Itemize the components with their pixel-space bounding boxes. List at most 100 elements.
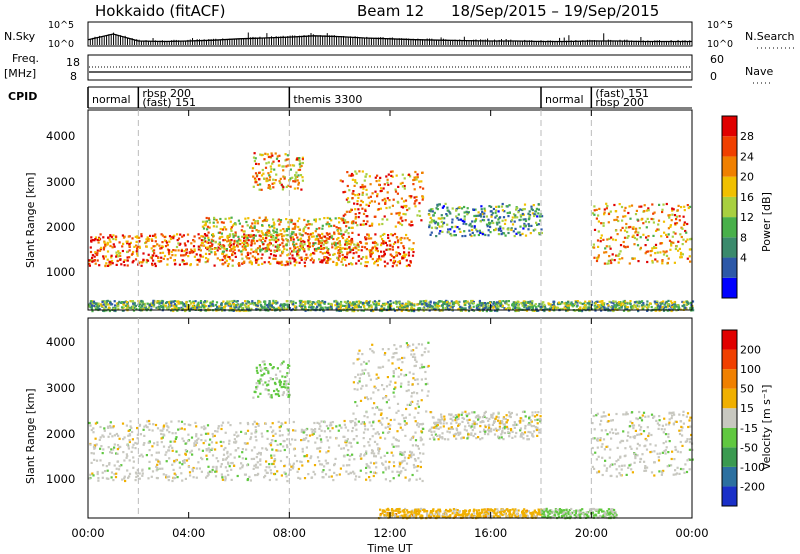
echo-cell	[607, 221, 610, 224]
power-grid	[137, 110, 592, 310]
colorbar-tick: 28	[740, 130, 754, 143]
freq-panel: Freq. [MHz] 18 8 60 0 Nave	[4, 52, 773, 84]
echo-cell	[285, 185, 288, 188]
echo-cell	[320, 420, 323, 423]
echo-cell	[430, 307, 433, 310]
echo-cell	[528, 306, 532, 309]
echo-cell	[310, 223, 313, 226]
echo-cell	[320, 301, 323, 304]
echo-cell	[441, 306, 445, 309]
echo-cell	[105, 303, 108, 307]
echo-cell	[475, 228, 478, 231]
echo-cell	[128, 249, 131, 252]
echo-cell	[277, 164, 280, 167]
echo-cell	[361, 201, 364, 204]
echo-cell	[688, 248, 691, 251]
echo-cell	[307, 302, 310, 305]
echo-cell	[446, 223, 449, 226]
echo-cell	[394, 241, 397, 244]
echo-cell	[322, 476, 325, 479]
echo-cell	[133, 302, 136, 305]
echo-cell	[671, 305, 674, 308]
echo-cell	[406, 305, 409, 308]
echo-cell	[254, 425, 257, 429]
echo-cell	[267, 155, 270, 159]
echo-cell	[570, 301, 573, 304]
echo-cell	[200, 470, 203, 473]
echo-cell	[472, 305, 475, 308]
echo-cell	[174, 254, 177, 257]
echo-cell	[410, 308, 413, 311]
echo-cell	[97, 477, 100, 480]
echo-cell	[654, 306, 657, 309]
echo-cell	[391, 170, 394, 173]
echo-cell	[256, 466, 259, 469]
echo-cell	[288, 463, 291, 466]
echo-cell	[428, 226, 431, 229]
echo-cell	[628, 205, 631, 208]
echo-cell	[404, 476, 407, 479]
echo-cell	[653, 211, 656, 214]
echo-cell	[404, 213, 407, 216]
echo-cell	[177, 249, 180, 252]
echo-cell	[154, 264, 157, 268]
echo-cell	[605, 307, 608, 310]
echo-cell	[433, 301, 436, 304]
echo-cell	[244, 305, 247, 308]
echo-cell	[666, 309, 669, 312]
echo-cell	[583, 304, 586, 307]
echo-cell	[594, 302, 597, 305]
echo-cell	[325, 237, 328, 240]
echo-cell	[650, 249, 654, 252]
echo-cell	[613, 203, 616, 207]
echo-cell	[455, 207, 458, 211]
echo-cell	[524, 218, 527, 221]
echo-cell	[666, 235, 669, 238]
echo-cell	[566, 309, 569, 312]
echo-cell	[409, 224, 412, 227]
echo-cell	[489, 225, 492, 229]
echo-cell	[214, 304, 218, 307]
echo-cell	[661, 208, 664, 211]
echo-cell	[185, 301, 188, 304]
echo-cell	[646, 217, 649, 220]
echo-cell	[177, 420, 180, 423]
echo-cell	[134, 447, 137, 450]
echo-cell	[302, 239, 305, 243]
echo-cell	[377, 202, 381, 205]
echo-cell	[225, 249, 228, 252]
echo-cell	[403, 459, 406, 462]
echo-cell	[268, 463, 271, 466]
echo-cell	[106, 258, 109, 261]
echo-cell	[471, 231, 474, 234]
echo-cell	[571, 304, 574, 307]
echo-cell	[301, 158, 304, 161]
echo-cell	[624, 245, 627, 249]
echo-cell	[353, 310, 356, 313]
echo-cell	[282, 165, 285, 168]
echo-cell	[408, 173, 411, 176]
echo-cell	[345, 243, 349, 247]
echo-cell	[191, 250, 194, 253]
echo-cell	[214, 430, 217, 433]
echo-cell	[376, 243, 379, 246]
echo-cell	[384, 202, 387, 205]
echo-cell	[303, 477, 307, 480]
echo-cell	[258, 216, 261, 219]
echo-cell	[487, 229, 490, 232]
echo-cell	[139, 306, 142, 309]
echo-cell	[433, 303, 437, 306]
echo-cell	[192, 239, 195, 242]
echo-cell	[631, 257, 634, 260]
echo-cell	[150, 305, 153, 308]
echo-cell	[194, 306, 197, 309]
echo-cell	[232, 303, 236, 306]
echo-cell	[665, 233, 668, 236]
echo-cell	[398, 303, 402, 306]
echo-cell	[253, 160, 256, 163]
echo-cell	[419, 439, 422, 442]
echo-cell	[675, 215, 678, 218]
echo-cell	[259, 458, 262, 461]
echo-cell	[563, 302, 566, 305]
echo-cell	[295, 242, 298, 245]
